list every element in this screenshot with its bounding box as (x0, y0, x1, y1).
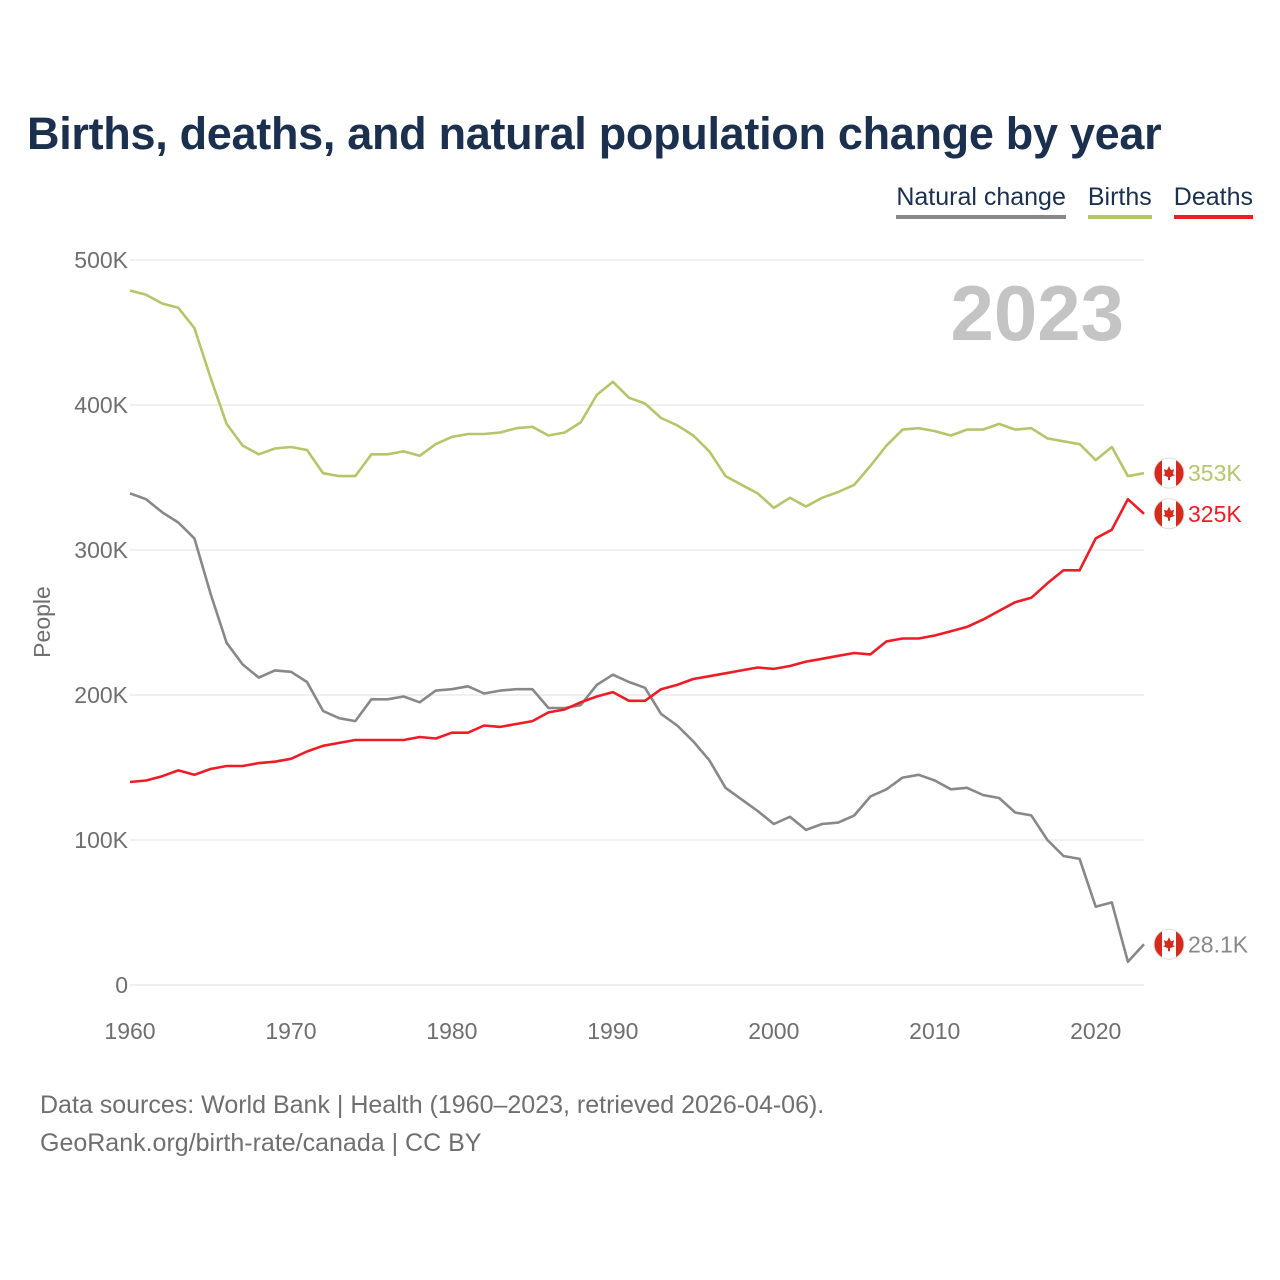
gridlines (130, 259, 1144, 986)
legend-births[interactable]: Births (1087, 183, 1152, 219)
end-marker-natural-change: 28.1K (1153, 928, 1249, 960)
legend-natural-change[interactable]: Natural change (896, 183, 1066, 219)
y-tick-label: 200K (74, 682, 128, 708)
y-axis-ticks: 0 100K 200K 300K 400K 500K (74, 247, 128, 998)
end-value-label: 353K (1188, 460, 1242, 486)
x-tick-label: 2020 (1070, 1018, 1121, 1044)
end-labels: 28.1K 353K 325K (1153, 457, 1249, 960)
canada-flag-icon (1154, 498, 1184, 529)
x-tick-label: 2000 (748, 1018, 799, 1044)
end-marker-births: 353K (1153, 457, 1242, 489)
series-line-natural-change (129, 492, 1145, 964)
x-tick-label: 1960 (104, 1018, 155, 1044)
canada-flag-icon (1154, 458, 1184, 489)
source-note: Data sources: World Bank | Health (1960–… (40, 1091, 825, 1119)
x-axis-ticks: 1960 1970 1980 1990 2000 2010 2020 (104, 1018, 1121, 1044)
y-tick-label: 0 (115, 972, 128, 998)
end-value-label: 28.1K (1188, 931, 1249, 957)
y-axis-label: People (29, 586, 55, 658)
y-tick-label: 100K (74, 827, 128, 853)
legend-deaths[interactable]: Deaths (1173, 183, 1253, 219)
x-tick-label: 1980 (426, 1018, 477, 1044)
series-line-deaths (129, 497, 1145, 784)
y-tick-label: 400K (74, 392, 128, 418)
series-line-births (129, 289, 1145, 510)
y-tick-label: 300K (74, 537, 128, 563)
legend: Natural change Births Deaths (896, 183, 1253, 219)
footer: Data sources: World Bank | Health (1960–… (40, 1086, 824, 1162)
end-value-label: 325K (1188, 501, 1242, 527)
x-tick-label: 2010 (909, 1018, 960, 1044)
canada-flag-icon (1154, 929, 1184, 960)
chart-title: Births, deaths, and natural population c… (27, 108, 1162, 159)
credit-link[interactable]: GeoRank.org/birth-rate/canada | CC BY (40, 1129, 482, 1157)
x-tick-label: 1990 (587, 1018, 638, 1044)
end-marker-deaths: 325K (1153, 498, 1242, 530)
year-label: 2023 (950, 269, 1124, 357)
y-tick-label: 500K (74, 247, 128, 273)
series-lines (129, 289, 1145, 964)
x-tick-label: 1970 (265, 1018, 316, 1044)
